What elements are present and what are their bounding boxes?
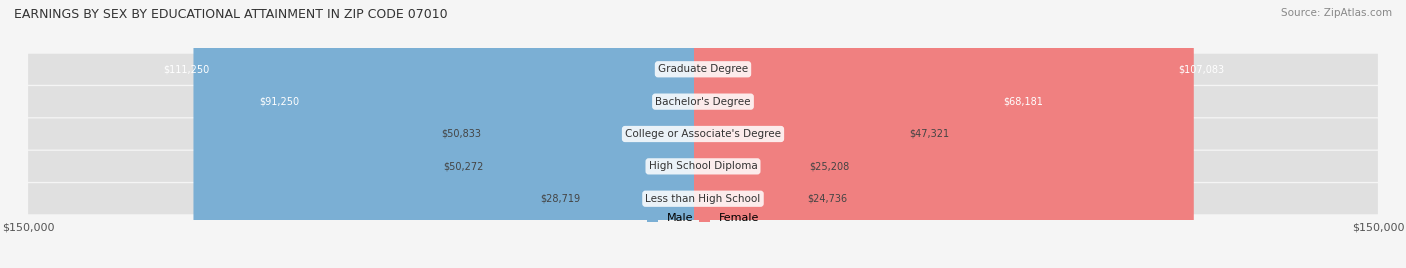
Text: Source: ZipAtlas.com: Source: ZipAtlas.com	[1281, 8, 1392, 18]
Text: $111,250: $111,250	[163, 64, 209, 74]
FancyBboxPatch shape	[565, 0, 711, 268]
Text: $47,321: $47,321	[910, 129, 949, 139]
Text: $91,250: $91,250	[259, 97, 299, 107]
FancyBboxPatch shape	[695, 0, 925, 268]
Text: $68,181: $68,181	[1002, 97, 1043, 107]
FancyBboxPatch shape	[695, 0, 824, 268]
Text: $50,833: $50,833	[441, 129, 481, 139]
FancyBboxPatch shape	[28, 151, 1378, 182]
FancyBboxPatch shape	[28, 183, 1378, 214]
FancyBboxPatch shape	[28, 118, 1378, 150]
Text: High School Diploma: High School Diploma	[648, 161, 758, 171]
FancyBboxPatch shape	[695, 0, 825, 268]
FancyBboxPatch shape	[28, 54, 1378, 85]
Text: $24,736: $24,736	[807, 194, 848, 204]
Text: Graduate Degree: Graduate Degree	[658, 64, 748, 74]
FancyBboxPatch shape	[695, 0, 1019, 268]
Text: $28,719: $28,719	[540, 194, 581, 204]
FancyBboxPatch shape	[465, 0, 711, 268]
Text: $107,083: $107,083	[1178, 64, 1225, 74]
FancyBboxPatch shape	[194, 0, 711, 268]
FancyBboxPatch shape	[284, 0, 711, 268]
FancyBboxPatch shape	[695, 0, 1194, 268]
Text: College or Associate's Degree: College or Associate's Degree	[626, 129, 780, 139]
Text: Less than High School: Less than High School	[645, 194, 761, 204]
FancyBboxPatch shape	[28, 86, 1378, 117]
Text: Bachelor's Degree: Bachelor's Degree	[655, 97, 751, 107]
Legend: Male, Female: Male, Female	[643, 209, 763, 228]
Text: EARNINGS BY SEX BY EDUCATIONAL ATTAINMENT IN ZIP CODE 07010: EARNINGS BY SEX BY EDUCATIONAL ATTAINMEN…	[14, 8, 447, 21]
FancyBboxPatch shape	[468, 0, 711, 268]
Text: $25,208: $25,208	[810, 161, 849, 171]
Text: $50,272: $50,272	[443, 161, 484, 171]
